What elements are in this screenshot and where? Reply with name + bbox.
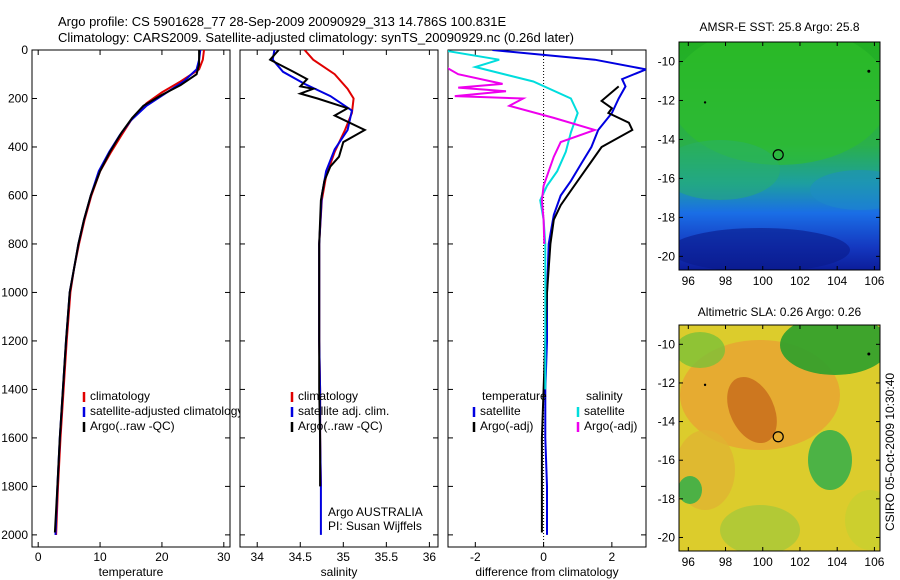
difference-xtick-label: 0: [540, 550, 547, 564]
difference-xlabel: difference from climatology: [475, 565, 618, 579]
header-line-2: Climatology: CARS2009. Satellite-adjuste…: [58, 30, 574, 45]
temperature-ytick-label: 400: [8, 140, 28, 154]
sst-map-panel: AMSR-E SST: 25.8 Argo: 25.8 96 98 100 102 104…: [658, 20, 885, 288]
sst-map-ytick-label: -20: [658, 249, 676, 263]
sla-map-heatmap: [679, 325, 880, 551]
difference-legend-label: Argo(-adj): [584, 419, 637, 433]
temperature-legend-label: satellite-adjusted climatology: [90, 404, 243, 418]
temperature-ytick-label: 1800: [1, 479, 28, 493]
temperature-ytick-label: 1000: [1, 285, 28, 299]
sst-map-title: AMSR-E SST: 25.8 Argo: 25.8: [699, 20, 859, 34]
island-marker: [867, 69, 871, 73]
sst-map-ytick-label: -16: [658, 171, 676, 185]
difference-series-salinity-satellite: [448, 50, 579, 390]
temperature-ytick-label: 2000: [1, 528, 28, 542]
sla-map-profile-marker: [772, 431, 784, 443]
sla-map-xtick-label: 102: [790, 555, 810, 569]
island-marker: [703, 383, 707, 387]
sst-map-xtick-label: 106: [864, 274, 884, 288]
sla-map-xtick-label: 104: [827, 555, 847, 569]
sla-map-xtick-label: 96: [682, 555, 696, 569]
sst-map-ytick-label: -10: [658, 54, 676, 68]
timestamp-side-text: CSIRO 05-Oct-2009 10:30:40: [883, 373, 897, 531]
island-marker: [867, 352, 871, 356]
salinity-xtick-label: 34.5: [289, 550, 313, 564]
difference-series-temperature-argo-adj-: [540, 85, 634, 533]
temperature-series-argo-raw-qc-: [53, 50, 201, 533]
sst-map-ytick-label: -18: [658, 210, 676, 224]
sla-map-ytick-label: -10: [658, 337, 676, 351]
sla-map-xtick-label: 100: [753, 555, 773, 569]
sla-map-title: Altimetric SLA: 0.26 Argo: 0.26: [698, 305, 862, 319]
sla-map-ytick-label: -14: [658, 415, 676, 429]
sla-map-ytick-label: -18: [658, 492, 676, 506]
salinity-legend-label: climatology: [298, 389, 358, 403]
temperature-ytick-label: 0: [21, 43, 28, 57]
temperature-legend-label: climatology: [90, 389, 150, 403]
temperature-xtick-label: 10: [93, 550, 107, 564]
temperature-legend-label: Argo(..raw -QC): [90, 419, 175, 433]
sst-map-ytick-label: -14: [658, 132, 676, 146]
temperature-panel: 0 10 20 30 0 200 400 600 800 1000 1200 1400 1600 1800…: [1, 43, 243, 579]
temperature-xtick-label: 30: [217, 550, 231, 564]
difference-legend-label: satellite: [584, 404, 625, 418]
sla-map-panel: Altimetric SLA: 0.26 Argo: 0.26 96 98 100 10…: [658, 305, 885, 569]
salinity-xtick-label: 35.5: [375, 550, 399, 564]
difference-legend-header: salinity: [586, 389, 623, 403]
sst-map-profile-marker: [772, 149, 784, 161]
difference-legend-label: Argo(-adj): [480, 419, 533, 433]
difference-series-salinity-argo-adj-: [448, 67, 599, 245]
island-marker: [703, 101, 707, 104]
temperature-ytick-label: 1400: [1, 382, 28, 396]
salinity-xtick-label: 34: [251, 550, 265, 564]
sst-map-ytick-label: -12: [658, 93, 676, 107]
sla-map-ytick-label: -12: [658, 376, 676, 390]
sla-map-xtick-label: 98: [719, 555, 733, 569]
salinity-legend-label: Argo(..raw -QC): [298, 419, 383, 433]
difference-xtick-label: 2: [609, 550, 616, 564]
salinity-annotation: PI: Susan Wijffels: [328, 519, 422, 533]
difference-legend-header: temperature: [482, 389, 547, 403]
salinity-xtick-label: 35: [337, 550, 351, 564]
temperature-plot-frame: [31, 49, 231, 548]
salinity-plot-frame: [239, 49, 439, 548]
temperature-ytick-label: 600: [8, 188, 28, 202]
sst-map-xtick-label: 102: [790, 274, 810, 288]
sst-map-xtick-label: 104: [827, 274, 847, 288]
temperature-ytick-label: 1200: [1, 334, 28, 348]
salinity-xtick-label: 36: [423, 550, 437, 564]
sst-map-heatmap: [679, 42, 880, 270]
salinity-series-argo-raw-qc-: [268, 50, 367, 487]
difference-legend-label: satellite: [480, 404, 521, 418]
salinity-annotation: Argo AUSTRALIA: [328, 505, 423, 519]
header-line-1: Argo profile: CS 5901628_77 28-Sep-2009 …: [58, 14, 507, 29]
sla-map-ytick-label: -16: [658, 453, 676, 467]
difference-xtick-label: -2: [470, 550, 481, 564]
temperature-xtick-label: 0: [35, 550, 42, 564]
sst-map-frame: [678, 41, 881, 271]
salinity-panel: 34 34.5 35 35.5 36 salinity climatologysatelli…: [239, 49, 439, 579]
temperature-ytick-label: 1600: [1, 431, 28, 445]
sst-map-xtick-label: 98: [719, 274, 733, 288]
temperature-ytick-label: 800: [8, 237, 28, 251]
sst-map-xtick-label: 96: [682, 274, 696, 288]
temperature-xlabel: temperature: [99, 565, 164, 579]
sla-map-ytick-label: -20: [658, 530, 676, 544]
sla-map-frame: [678, 324, 881, 552]
temperature-ytick-label: 200: [8, 91, 28, 105]
temperature-xtick-label: 20: [155, 550, 169, 564]
sla-map-xtick-label: 106: [864, 555, 884, 569]
salinity-legend-label: satellite adj. clim.: [298, 404, 389, 418]
sst-map-xtick-label: 100: [753, 274, 773, 288]
salinity-xlabel: salinity: [321, 565, 358, 579]
